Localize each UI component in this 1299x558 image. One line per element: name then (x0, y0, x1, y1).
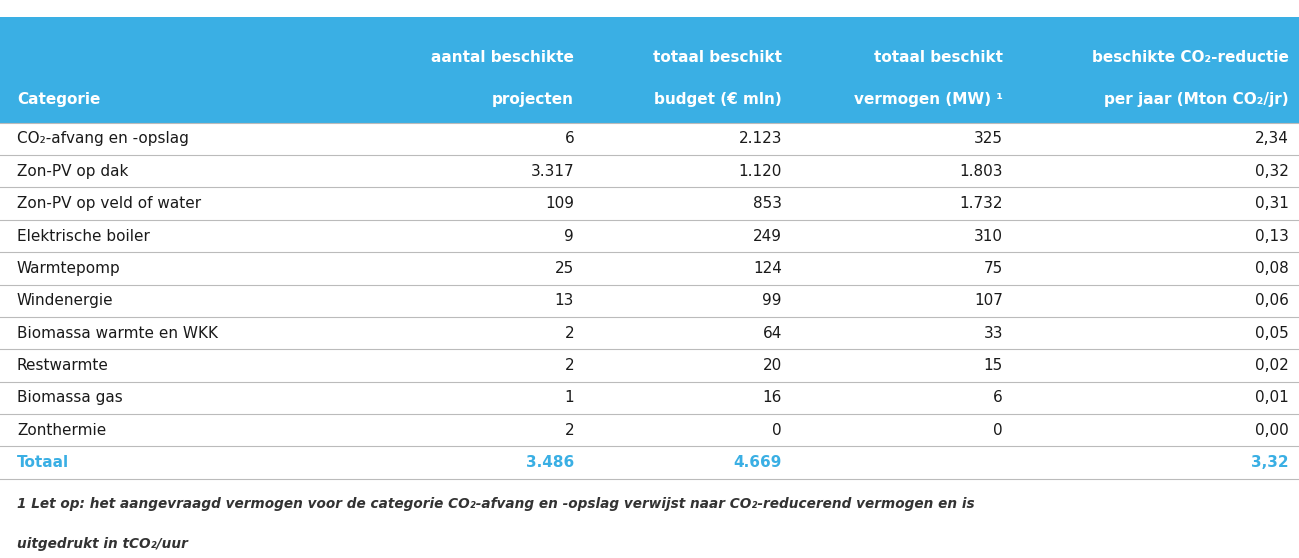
Text: 0,06: 0,06 (1255, 294, 1289, 308)
Text: 0,01: 0,01 (1255, 391, 1289, 405)
Text: uitgedrukt in tCO₂/uur: uitgedrukt in tCO₂/uur (17, 537, 188, 551)
Text: 310: 310 (974, 229, 1003, 243)
Text: 3.317: 3.317 (530, 164, 574, 179)
Text: Warmtepomp: Warmtepomp (17, 261, 121, 276)
Text: 15: 15 (983, 358, 1003, 373)
Text: totaal beschikt: totaal beschikt (874, 50, 1003, 65)
Text: 1 Let op: het aangevraagd vermogen voor de categorie CO₂-afvang en -opslag verwi: 1 Let op: het aangevraagd vermogen voor … (17, 497, 974, 511)
Text: 2: 2 (565, 423, 574, 437)
Text: per jaar (Mton CO₂/jr): per jaar (Mton CO₂/jr) (1104, 92, 1289, 107)
Text: 33: 33 (983, 326, 1003, 340)
Text: Totaal: Totaal (17, 455, 69, 470)
Text: 1: 1 (565, 391, 574, 405)
Text: 1.732: 1.732 (960, 196, 1003, 211)
Text: 9: 9 (564, 229, 574, 243)
Text: 0,00: 0,00 (1255, 423, 1289, 437)
Text: 1.803: 1.803 (960, 164, 1003, 179)
Text: 6: 6 (564, 132, 574, 146)
Text: 853: 853 (753, 196, 782, 211)
Text: vermogen (MW) ¹: vermogen (MW) ¹ (853, 92, 1003, 107)
Text: budget (€ mln): budget (€ mln) (655, 92, 782, 107)
Text: 3,32: 3,32 (1251, 455, 1289, 470)
Text: 0,31: 0,31 (1255, 196, 1289, 211)
Text: 2: 2 (565, 358, 574, 373)
Text: 107: 107 (974, 294, 1003, 308)
Text: totaal beschikt: totaal beschikt (653, 50, 782, 65)
Text: 0: 0 (994, 423, 1003, 437)
Text: beschikte CO₂-reductie: beschikte CO₂-reductie (1091, 50, 1289, 65)
Text: 2: 2 (565, 326, 574, 340)
Text: 13: 13 (555, 294, 574, 308)
Bar (0, 17, 1299, 123)
Text: 0: 0 (773, 423, 782, 437)
Text: 0,02: 0,02 (1255, 358, 1289, 373)
Text: Elektrische boiler: Elektrische boiler (17, 229, 149, 243)
Text: 0,32: 0,32 (1255, 164, 1289, 179)
Text: CO₂-afvang en -opslag: CO₂-afvang en -opslag (17, 132, 188, 146)
Text: 249: 249 (753, 229, 782, 243)
Text: 109: 109 (546, 196, 574, 211)
Text: 2.123: 2.123 (739, 132, 782, 146)
Text: 0,05: 0,05 (1255, 326, 1289, 340)
Text: 99: 99 (763, 294, 782, 308)
Text: Categorie: Categorie (17, 92, 100, 107)
Text: 64: 64 (763, 326, 782, 340)
Text: 124: 124 (753, 261, 782, 276)
Text: 4.669: 4.669 (734, 455, 782, 470)
Text: 75: 75 (983, 261, 1003, 276)
Text: 16: 16 (763, 391, 782, 405)
Text: 25: 25 (555, 261, 574, 276)
Text: projecten: projecten (492, 92, 574, 107)
Text: 1.120: 1.120 (739, 164, 782, 179)
Text: Zon-PV op dak: Zon-PV op dak (17, 164, 129, 179)
Text: Windenergie: Windenergie (17, 294, 113, 308)
Text: Zon-PV op veld of water: Zon-PV op veld of water (17, 196, 201, 211)
Text: Biomassa gas: Biomassa gas (17, 391, 122, 405)
Text: 6: 6 (992, 391, 1003, 405)
Text: 325: 325 (974, 132, 1003, 146)
Text: Biomassa warmte en WKK: Biomassa warmte en WKK (17, 326, 218, 340)
Text: 2,34: 2,34 (1255, 132, 1289, 146)
Text: 0,13: 0,13 (1255, 229, 1289, 243)
Text: 3.486: 3.486 (526, 455, 574, 470)
Text: 0,08: 0,08 (1255, 261, 1289, 276)
Text: Restwarmte: Restwarmte (17, 358, 109, 373)
Text: 20: 20 (763, 358, 782, 373)
Text: Zonthermie: Zonthermie (17, 423, 107, 437)
Text: aantal beschikte: aantal beschikte (431, 50, 574, 65)
